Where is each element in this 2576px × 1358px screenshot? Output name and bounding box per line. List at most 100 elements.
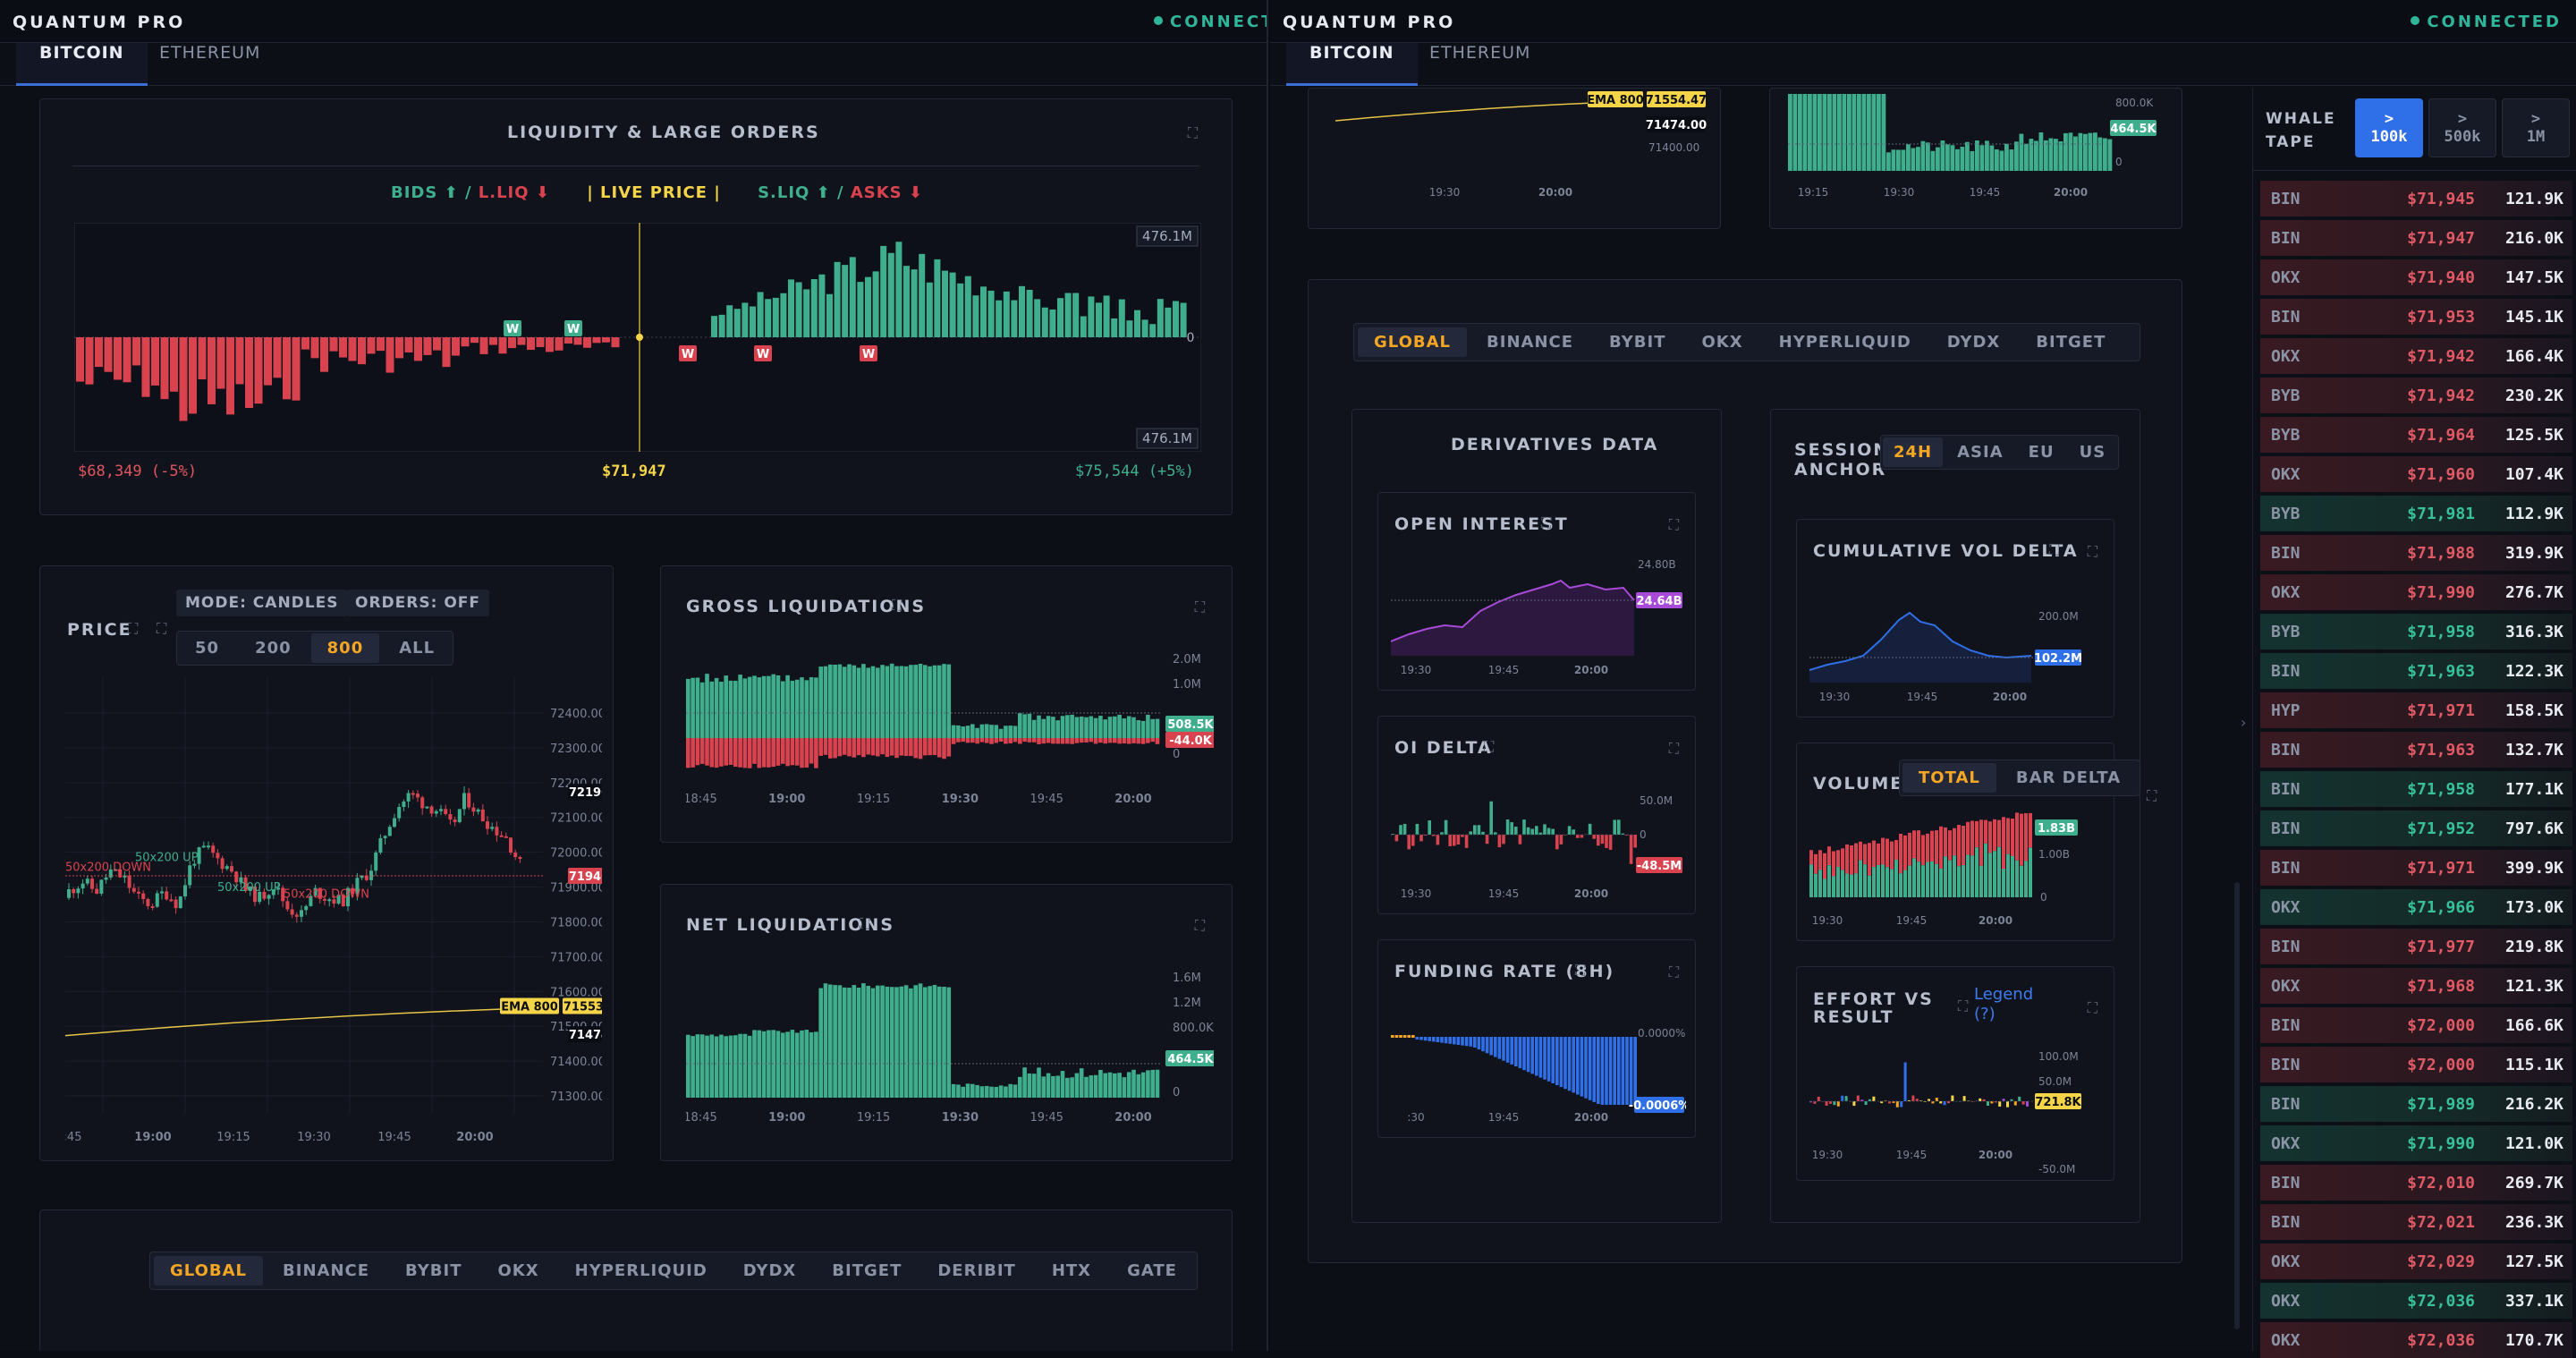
exchange-bitget[interactable]: BITGET (816, 1256, 918, 1286)
exchange-hyperliquid[interactable]: HYPERLIQUID (1763, 327, 1928, 357)
legend-help[interactable]: (?) (1974, 1005, 2033, 1024)
period-800[interactable]: 800 (311, 633, 380, 663)
expand-icon[interactable]: ⛶ (128, 620, 138, 638)
expand-icon[interactable]: ⛶ (2088, 999, 2097, 1017)
period-200[interactable]: 200 (239, 633, 308, 663)
exchange-hyperliquid[interactable]: HYPERLIQUID (559, 1256, 724, 1286)
expand-icon[interactable]: ⛶ (1958, 997, 1968, 1015)
expand-icon[interactable]: ⛶ (2088, 543, 2097, 561)
expand-icon[interactable]: ⛶ (1484, 738, 1494, 756)
exchange-deribi[interactable]: DERIBI (2125, 327, 2140, 357)
expand-icon[interactable]: ⛶ (1195, 917, 1205, 935)
expand-icon[interactable]: ⛶ (1541, 514, 1551, 532)
exchange-bybit[interactable]: BYBIT (1593, 327, 1682, 357)
expand-icon[interactable]: ⛶ (2049, 541, 2059, 559)
exchange-dydx[interactable]: DYDX (1931, 327, 2017, 357)
exchange-global[interactable]: GLOBAL (1358, 327, 1467, 357)
exchange-binance[interactable]: BINANCE (267, 1256, 386, 1286)
legend-link[interactable]: Legend(?) (1974, 985, 2033, 1024)
exchange-bitget[interactable]: BITGET (2020, 327, 2122, 357)
tab-bitcoin[interactable]: BITCOIN (1286, 43, 1418, 86)
tab-bitcoin[interactable]: BITCOIN (16, 43, 148, 86)
tape-filter-1m[interactable]: >1M (2502, 98, 2570, 157)
expand-icon[interactable]: ⛶ (860, 915, 869, 933)
expand-icon[interactable]: ⛶ (1195, 598, 1205, 616)
expand-icon[interactable]: ⛶ (1669, 963, 1679, 981)
exchange-gate[interactable]: GATE (1111, 1256, 1193, 1286)
volume-bar-delta-option[interactable]: BAR DELTA (2000, 763, 2137, 793)
volume-total-option[interactable]: TOTAL (1902, 763, 1996, 793)
session-24h[interactable]: 24H (1883, 437, 1943, 467)
mode-button[interactable]: MODE: CANDLES (176, 590, 347, 616)
expand-icon[interactable]: ⛶ (1188, 124, 1198, 142)
exchange-binance[interactable]: BINANCE (1470, 327, 1589, 357)
tape-filter-100k[interactable]: >100k (2355, 98, 2423, 157)
session-asia[interactable]: ASIA (1946, 437, 2014, 467)
exchange-deribit[interactable]: DERIBIT (921, 1256, 1032, 1286)
exchange-dydx[interactable]: DYDX (727, 1256, 813, 1286)
expand-icon[interactable]: ⛶ (892, 597, 902, 615)
expand-icon[interactable]: ⛶ (157, 620, 166, 638)
exchange-bybit[interactable]: BYBIT (389, 1256, 478, 1286)
period-50[interactable]: 50 (179, 633, 235, 663)
orders-button[interactable]: ORDERS: OFF (346, 590, 489, 616)
scrollbar-thumb[interactable] (2234, 882, 2240, 1329)
tape-filter-500k[interactable]: >500k (2428, 98, 2496, 157)
price-chart[interactable]: 72400.0072300.0072200.0072100.0072000.00… (65, 677, 602, 1150)
expand-icon[interactable]: ⛶ (1669, 516, 1679, 534)
exchange-global[interactable]: GLOBAL (154, 1256, 263, 1286)
exchange-okx[interactable]: OKX (1685, 327, 1758, 357)
session-eu[interactable]: EU (2018, 437, 2065, 467)
tab-ethereum[interactable]: ETHEREUM (1406, 43, 1554, 86)
exchange-okx[interactable]: OKX (481, 1256, 555, 1286)
expand-icon[interactable]: ⛶ (1575, 962, 1585, 980)
tab-ethereum[interactable]: ETHEREUM (136, 43, 284, 86)
expand-icon[interactable]: ⛶ (1669, 740, 1679, 758)
period-all[interactable]: ALL (383, 633, 451, 663)
collapse-chevron-icon[interactable]: › (2241, 714, 2246, 731)
expand-icon[interactable]: ⛶ (2147, 787, 2157, 805)
session-us[interactable]: US (2069, 437, 2117, 467)
